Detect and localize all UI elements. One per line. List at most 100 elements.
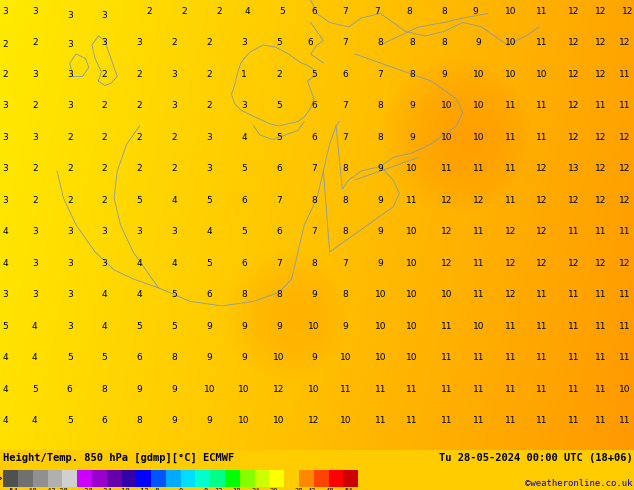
Text: 4: 4 <box>3 353 8 362</box>
Text: 10: 10 <box>375 290 386 299</box>
Text: 11: 11 <box>473 416 484 425</box>
Text: 12: 12 <box>595 133 607 142</box>
Text: 5: 5 <box>32 385 38 393</box>
Text: 11: 11 <box>473 290 484 299</box>
Text: 11: 11 <box>441 385 453 393</box>
Text: 3: 3 <box>241 38 247 47</box>
Text: 8: 8 <box>171 353 178 362</box>
Text: 5: 5 <box>101 353 108 362</box>
Text: 10: 10 <box>406 353 418 362</box>
Bar <box>210 470 225 487</box>
Text: 10: 10 <box>273 353 285 362</box>
Text: 12: 12 <box>619 196 630 205</box>
Bar <box>33 470 48 487</box>
Text: 7: 7 <box>342 38 349 47</box>
Text: 3: 3 <box>136 227 143 236</box>
Text: 5: 5 <box>241 227 247 236</box>
Text: 4: 4 <box>3 259 8 268</box>
Text: 10: 10 <box>340 416 351 425</box>
Polygon shape <box>0 470 2 487</box>
Text: 11: 11 <box>568 321 579 331</box>
Text: 11: 11 <box>505 101 516 110</box>
Text: 5: 5 <box>2 321 8 331</box>
Text: 9: 9 <box>476 38 482 47</box>
Text: 11: 11 <box>568 353 579 362</box>
Text: 3: 3 <box>206 164 212 173</box>
Text: 8: 8 <box>377 101 384 110</box>
Text: 3: 3 <box>206 133 212 142</box>
Text: 3: 3 <box>171 101 178 110</box>
Bar <box>225 470 240 487</box>
Text: -8: -8 <box>152 488 160 490</box>
Text: 3: 3 <box>32 70 38 79</box>
Text: 12: 12 <box>308 416 320 425</box>
Bar <box>299 470 314 487</box>
Text: 10: 10 <box>340 353 351 362</box>
Text: 2: 2 <box>102 70 107 79</box>
Text: 12: 12 <box>505 227 516 236</box>
Text: 11: 11 <box>595 385 607 393</box>
Text: 8: 8 <box>342 196 349 205</box>
Text: 8: 8 <box>342 227 349 236</box>
Text: 10: 10 <box>473 70 484 79</box>
Bar <box>122 470 136 487</box>
Text: 2: 2 <box>137 133 142 142</box>
Text: 9: 9 <box>171 385 178 393</box>
Text: 4: 4 <box>3 227 8 236</box>
Text: 3: 3 <box>2 133 8 142</box>
Text: 2: 2 <box>172 38 177 47</box>
Text: 11: 11 <box>406 416 418 425</box>
Text: 11: 11 <box>536 290 548 299</box>
Text: 38: 38 <box>295 488 303 490</box>
Text: 13: 13 <box>568 164 579 173</box>
Text: 4: 4 <box>3 416 8 425</box>
Text: 10: 10 <box>375 353 386 362</box>
Text: 11: 11 <box>536 353 548 362</box>
Text: 11: 11 <box>619 353 630 362</box>
Text: 11: 11 <box>619 290 630 299</box>
Text: 6: 6 <box>241 259 247 268</box>
Text: 3: 3 <box>32 227 38 236</box>
Text: 6: 6 <box>311 7 317 16</box>
Text: 8: 8 <box>342 164 349 173</box>
Text: 5: 5 <box>276 38 282 47</box>
Text: 12: 12 <box>619 164 630 173</box>
Text: 4: 4 <box>3 385 8 393</box>
Text: 12: 12 <box>536 227 548 236</box>
Text: 5: 5 <box>67 416 73 425</box>
Text: 2: 2 <box>137 101 142 110</box>
Text: 12: 12 <box>595 38 607 47</box>
Text: 8: 8 <box>409 38 415 47</box>
Text: 42: 42 <box>307 488 316 490</box>
Text: 10: 10 <box>473 101 484 110</box>
Text: 6: 6 <box>136 353 143 362</box>
Bar <box>92 470 107 487</box>
Text: 11: 11 <box>340 385 351 393</box>
Text: 10: 10 <box>536 70 548 79</box>
Text: 4: 4 <box>172 196 177 205</box>
Text: 11: 11 <box>473 259 484 268</box>
Text: 7: 7 <box>342 133 349 142</box>
Text: 10: 10 <box>505 70 516 79</box>
Text: -30: -30 <box>81 488 94 490</box>
Text: 6: 6 <box>307 38 314 47</box>
Text: 11: 11 <box>536 38 548 47</box>
Text: -48: -48 <box>25 488 37 490</box>
Text: 2: 2 <box>32 196 37 205</box>
Text: 4: 4 <box>137 290 142 299</box>
Text: 11: 11 <box>441 321 453 331</box>
Text: 8: 8 <box>241 290 247 299</box>
Text: 8: 8 <box>409 70 415 79</box>
Text: 12: 12 <box>441 227 453 236</box>
Text: 10: 10 <box>406 290 418 299</box>
Text: 3: 3 <box>67 11 73 20</box>
Text: 4: 4 <box>32 321 37 331</box>
Bar <box>48 470 62 487</box>
Text: ©weatheronline.co.uk: ©weatheronline.co.uk <box>525 479 633 488</box>
Text: 12: 12 <box>568 38 579 47</box>
Text: 4: 4 <box>32 416 37 425</box>
Text: 10: 10 <box>375 321 386 331</box>
Text: 3: 3 <box>67 259 73 268</box>
Text: 3: 3 <box>32 290 38 299</box>
Text: 9: 9 <box>377 164 384 173</box>
